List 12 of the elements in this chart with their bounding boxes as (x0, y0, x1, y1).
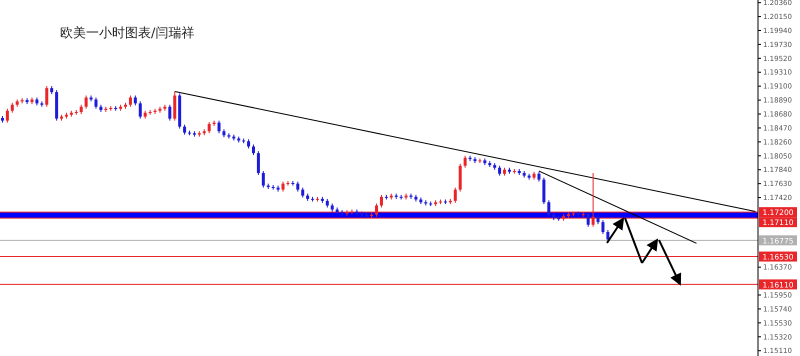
candlestick (409, 194, 412, 199)
candlestick (424, 200, 428, 206)
text: 欧美一小时图表/闫瑞祥 (60, 25, 194, 42)
candlestick (394, 194, 398, 199)
candlestick (340, 210, 344, 216)
candlestick (20, 98, 24, 104)
candlestick (266, 184, 270, 189)
candlestick (154, 108, 157, 114)
candlestick (576, 211, 580, 217)
candlestick (212, 120, 216, 126)
candlestick (557, 216, 560, 221)
candlestick (360, 211, 364, 217)
